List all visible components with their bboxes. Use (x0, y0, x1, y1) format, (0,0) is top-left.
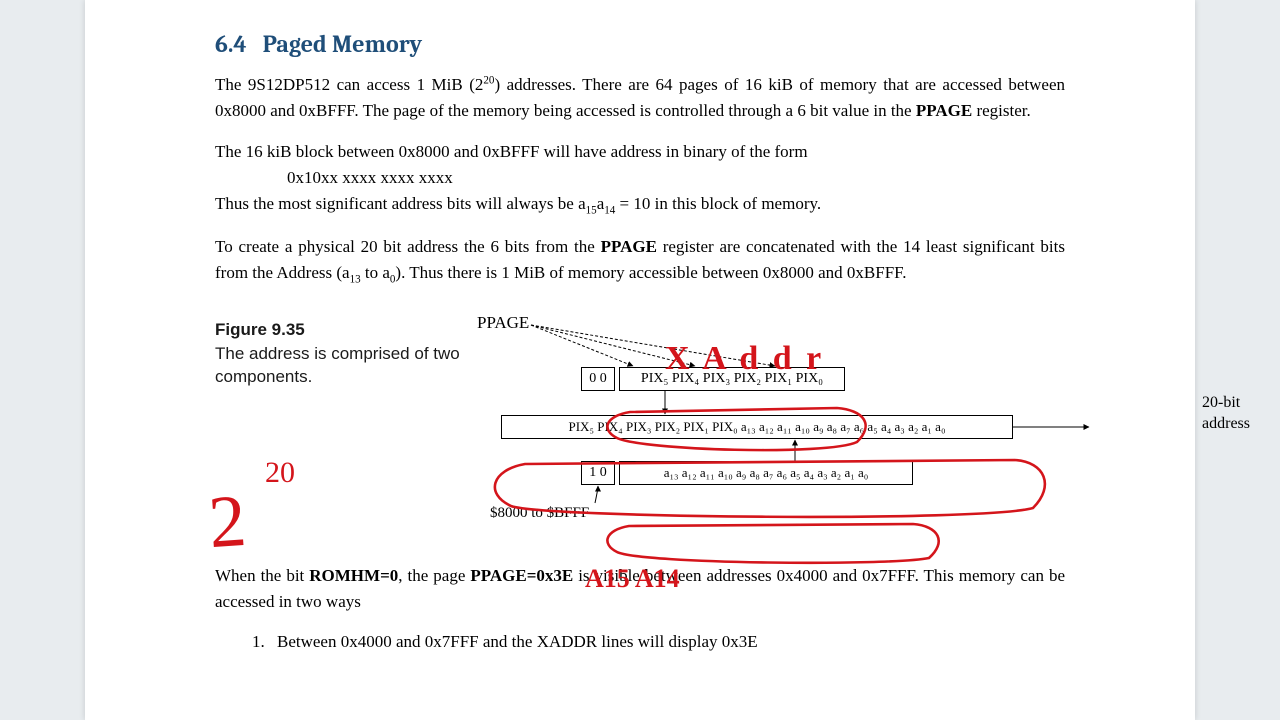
figure-caption: Figure 9.35 The address is comprised of … (215, 318, 475, 389)
paragraph-3: To create a physical 20 bit address the … (215, 234, 1065, 289)
box-20bit-address: PIX₅ PIX₄ PIX₃ PIX₂ PIX₁ PIX₀ a₁₃ a₁₂ a₁… (501, 415, 1013, 439)
section-number: 6.4 (215, 30, 247, 58)
ppage-label: PPAGE (477, 313, 529, 333)
paragraph-4: When the bit ROMHM=0, the page PPAGE=0x3… (215, 563, 1065, 616)
box-00: 0 0 (581, 367, 615, 391)
list-item-1: Between 0x4000 and 0x7FFF and the XADDR … (269, 629, 1065, 655)
addr-20bit-label: 20-bit address (1202, 393, 1250, 435)
figure-9-35: Figure 9.35 The address is comprised of … (215, 303, 1065, 553)
section-heading: 6.4 Paged Memory (215, 30, 1065, 58)
diagram: PPAGE 0 0 PIX₅ PIX₄ PIX₃ PIX₂ PIX₁ PIX₀ … (465, 303, 1105, 543)
box-10: 1 0 (581, 461, 615, 485)
paragraph-1: The 9S12DP512 can access 1 MiB (220) add… (215, 72, 1065, 125)
box-a13-a0: a₁₃ a₁₂ a₁₁ a₁₀ a₉ a₈ a₇ a₆ a₅ a₄ a₃ a₂ … (619, 461, 913, 485)
range-label: $8000 to $BFFF (490, 505, 589, 522)
box-pix: PIX₅ PIX₄ PIX₃ PIX₂ PIX₁ PIX₀ (619, 367, 845, 391)
paragraph-2: The 16 kiB block between 0x8000 and 0xBF… (215, 139, 1065, 220)
figure-caption-text: The address is comprised of two componen… (215, 344, 460, 387)
section-title: Paged Memory (263, 30, 423, 58)
numbered-list: Between 0x4000 and 0x7FFF and the XADDR … (215, 629, 1065, 655)
document-page: 6.4 Paged Memory The 9S12DP512 can acces… (85, 0, 1195, 720)
figure-title: Figure 9.35 (215, 320, 305, 339)
